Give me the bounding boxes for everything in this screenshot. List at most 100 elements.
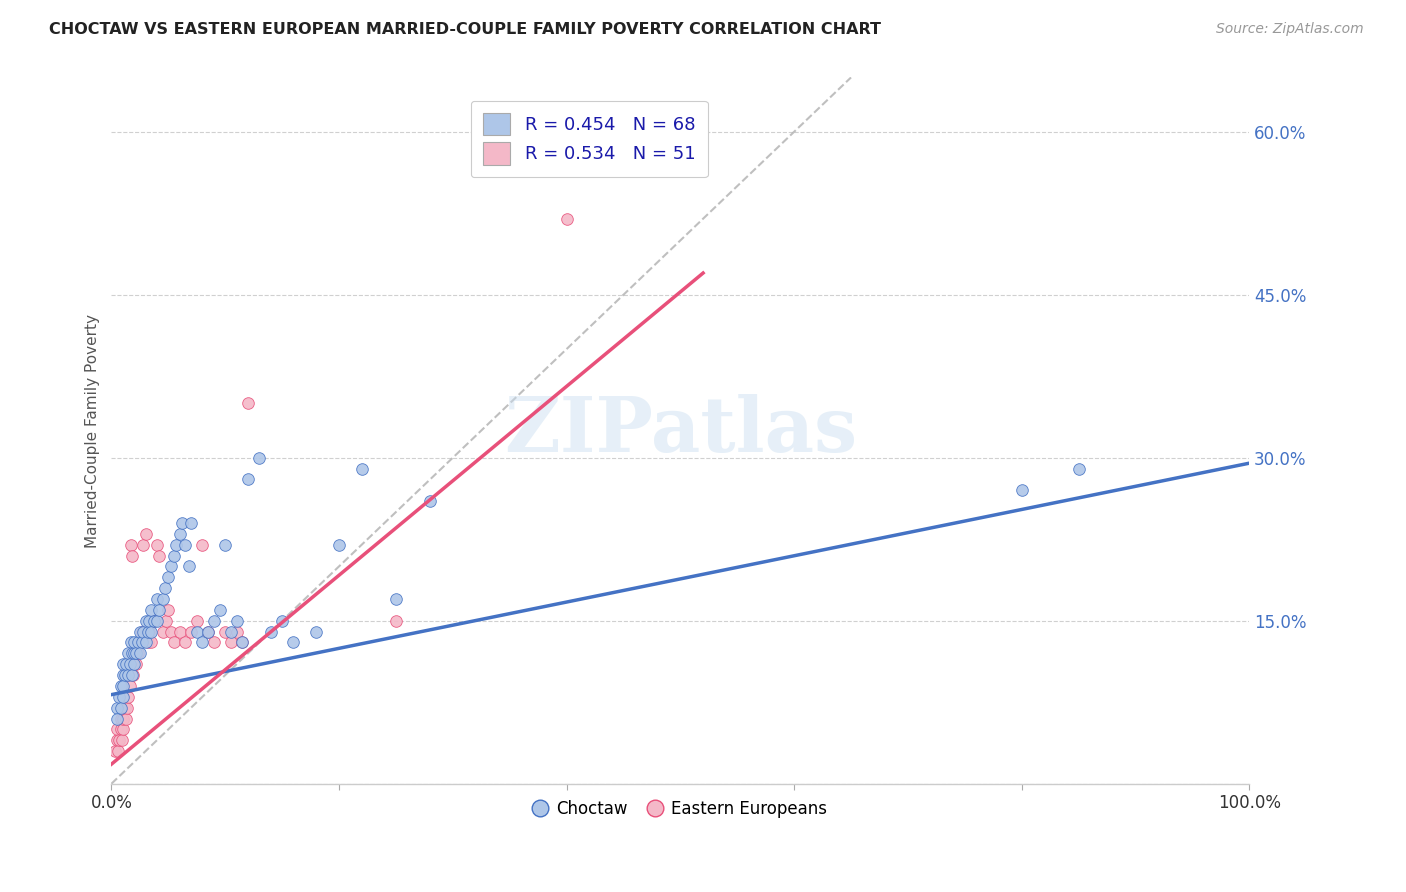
Point — [271, 614, 294, 628]
Point — [105, 723, 128, 737]
Point — [111, 723, 134, 737]
Point — [148, 603, 170, 617]
Point — [120, 635, 142, 649]
Point — [122, 646, 145, 660]
Text: ZIPatlas: ZIPatlas — [503, 393, 856, 467]
Point — [125, 646, 148, 660]
Point — [247, 450, 270, 465]
Point — [117, 700, 139, 714]
Point — [135, 635, 157, 649]
Point — [141, 624, 163, 639]
Point — [136, 624, 159, 639]
Text: Source: ZipAtlas.com: Source: ZipAtlas.com — [1216, 22, 1364, 37]
Point — [159, 624, 181, 639]
Point — [1011, 483, 1033, 498]
Point — [117, 668, 139, 682]
Point — [104, 744, 127, 758]
Point — [108, 733, 131, 747]
Point — [122, 646, 145, 660]
Point — [135, 614, 157, 628]
Point — [127, 646, 149, 660]
Point — [111, 679, 134, 693]
Point — [157, 570, 180, 584]
Legend: Choctaw, Eastern Europeans: Choctaw, Eastern Europeans — [527, 794, 834, 825]
Point — [225, 624, 247, 639]
Point — [169, 526, 191, 541]
Point — [110, 700, 132, 714]
Point — [236, 473, 259, 487]
Point — [125, 657, 148, 672]
Point — [328, 538, 350, 552]
Point — [115, 657, 138, 672]
Point — [191, 538, 214, 552]
Point — [120, 538, 142, 552]
Point — [118, 657, 141, 672]
Point — [231, 635, 253, 649]
Point — [114, 668, 136, 682]
Point — [555, 211, 578, 226]
Point — [163, 549, 186, 563]
Point — [105, 700, 128, 714]
Point — [111, 712, 134, 726]
Point — [131, 624, 153, 639]
Point — [141, 603, 163, 617]
Point — [225, 614, 247, 628]
Y-axis label: Married-Couple Family Poverty: Married-Couple Family Poverty — [86, 314, 100, 548]
Point — [186, 614, 208, 628]
Point — [111, 733, 134, 747]
Point — [122, 668, 145, 682]
Point — [128, 624, 150, 639]
Point — [138, 614, 160, 628]
Point — [305, 624, 328, 639]
Point — [180, 624, 202, 639]
Point — [136, 635, 159, 649]
Point — [146, 614, 169, 628]
Point — [131, 635, 153, 649]
Point — [110, 723, 132, 737]
Point — [219, 624, 242, 639]
Point — [128, 646, 150, 660]
Point — [385, 592, 408, 607]
Point — [174, 538, 197, 552]
Point — [105, 733, 128, 747]
Point — [177, 559, 200, 574]
Point — [236, 396, 259, 410]
Point — [111, 668, 134, 682]
Point — [152, 592, 174, 607]
Point — [135, 526, 157, 541]
Point — [1067, 461, 1090, 475]
Point — [132, 624, 155, 639]
Point — [110, 712, 132, 726]
Point — [138, 624, 160, 639]
Point — [159, 559, 181, 574]
Point — [122, 657, 145, 672]
Point — [117, 690, 139, 704]
Point — [214, 624, 236, 639]
Point — [197, 624, 219, 639]
Point — [141, 635, 163, 649]
Point — [214, 538, 236, 552]
Point — [121, 646, 143, 660]
Point — [231, 635, 253, 649]
Point — [197, 624, 219, 639]
Point — [108, 690, 131, 704]
Point — [283, 635, 305, 649]
Point — [385, 614, 408, 628]
Point — [153, 581, 176, 595]
Point — [157, 603, 180, 617]
Point — [165, 538, 187, 552]
Point — [191, 635, 214, 649]
Point — [152, 624, 174, 639]
Point — [118, 679, 141, 693]
Point — [122, 657, 145, 672]
Point — [146, 538, 169, 552]
Point — [121, 668, 143, 682]
Point — [127, 635, 149, 649]
Point — [122, 635, 145, 649]
Point — [169, 624, 191, 639]
Point — [128, 635, 150, 649]
Point — [111, 690, 134, 704]
Point — [117, 646, 139, 660]
Point — [163, 635, 186, 649]
Point — [107, 744, 129, 758]
